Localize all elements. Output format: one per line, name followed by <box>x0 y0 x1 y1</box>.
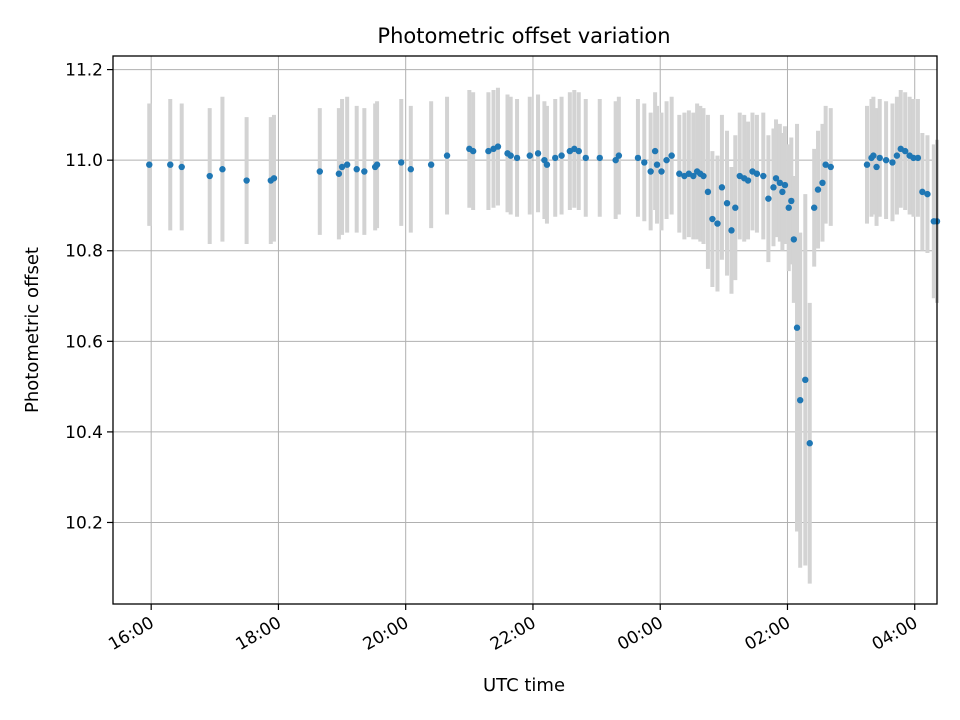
data-point <box>690 172 697 180</box>
data-point <box>178 163 185 171</box>
data-point <box>765 195 772 202</box>
data-point <box>641 159 648 166</box>
data-point <box>806 440 813 447</box>
data-point <box>781 181 789 189</box>
data-point <box>919 188 926 196</box>
data-point <box>770 184 777 191</box>
data-point <box>167 161 174 168</box>
data-point <box>810 204 818 211</box>
data-point <box>901 147 909 155</box>
data-point <box>893 152 901 159</box>
data-point <box>270 175 278 182</box>
y-tick-label: 11.0 <box>65 151 103 171</box>
data-point <box>335 170 343 177</box>
data-point <box>469 147 477 155</box>
data-point <box>343 161 351 168</box>
y-tick-label: 10.6 <box>65 332 103 352</box>
data-point <box>790 236 798 243</box>
data-point <box>653 161 661 168</box>
data-point <box>494 143 502 150</box>
data-point <box>753 170 761 177</box>
data-point <box>728 227 735 234</box>
data-point <box>718 184 726 191</box>
data-point <box>663 156 670 164</box>
data-point <box>338 163 346 171</box>
data-point <box>615 152 623 159</box>
data-point <box>427 161 435 168</box>
data-point <box>485 147 492 155</box>
y-tick-label: 10.4 <box>65 423 103 443</box>
data-point <box>889 159 896 166</box>
data-point <box>612 156 619 164</box>
data-point <box>882 156 890 164</box>
data-points <box>146 143 941 447</box>
data-point <box>772 175 780 182</box>
data-point <box>651 147 659 155</box>
data-point <box>714 220 721 227</box>
data-point <box>206 172 213 180</box>
data-point <box>534 150 542 157</box>
data-point <box>709 215 716 223</box>
data-point <box>407 166 414 173</box>
data-point <box>704 188 712 196</box>
y-tick-label: 11.2 <box>65 61 103 81</box>
data-point <box>744 177 752 184</box>
data-point <box>822 161 829 168</box>
data-point <box>814 186 822 193</box>
data-point <box>647 168 654 175</box>
data-point <box>910 154 917 162</box>
data-point <box>723 199 731 207</box>
data-point <box>146 161 153 168</box>
data-point <box>582 154 589 162</box>
data-point <box>793 324 801 331</box>
data-point <box>373 161 381 168</box>
chart-title: Photometric offset variation <box>377 24 670 48</box>
data-point <box>827 163 834 171</box>
data-point <box>543 161 551 168</box>
data-point <box>219 166 226 173</box>
data-point <box>914 154 922 162</box>
y-axis-label: Photometric offset <box>22 247 43 413</box>
data-point <box>700 172 707 180</box>
y-tick-label: 10.8 <box>65 242 103 262</box>
data-point <box>575 147 582 155</box>
data-point <box>552 154 559 162</box>
data-point <box>634 154 642 162</box>
data-point <box>796 396 804 404</box>
data-point <box>788 197 795 205</box>
data-point <box>353 166 360 173</box>
data-point <box>513 154 521 162</box>
data-point <box>863 161 871 168</box>
plot-area-frame <box>112 55 938 605</box>
data-point <box>873 163 880 171</box>
data-point <box>785 204 792 211</box>
data-point <box>779 188 786 196</box>
data-point <box>526 152 533 159</box>
x-axis-label: UTC time <box>483 675 565 696</box>
data-point <box>558 152 565 159</box>
data-point <box>760 172 767 180</box>
data-point <box>443 152 451 159</box>
data-point <box>732 204 739 211</box>
data-point <box>676 170 683 177</box>
data-point <box>876 154 883 162</box>
data-point <box>243 177 250 184</box>
data-point <box>316 168 323 175</box>
data-point <box>658 168 665 175</box>
data-point <box>361 168 368 175</box>
data-point <box>819 179 826 187</box>
data-point <box>398 159 405 166</box>
data-point <box>596 154 603 162</box>
data-point <box>924 190 931 198</box>
y-tick-label: 10.2 <box>65 513 103 533</box>
data-point <box>507 152 514 159</box>
data-point <box>776 179 784 187</box>
data-point <box>668 152 675 159</box>
data-point <box>802 376 809 384</box>
data-point <box>870 152 877 159</box>
